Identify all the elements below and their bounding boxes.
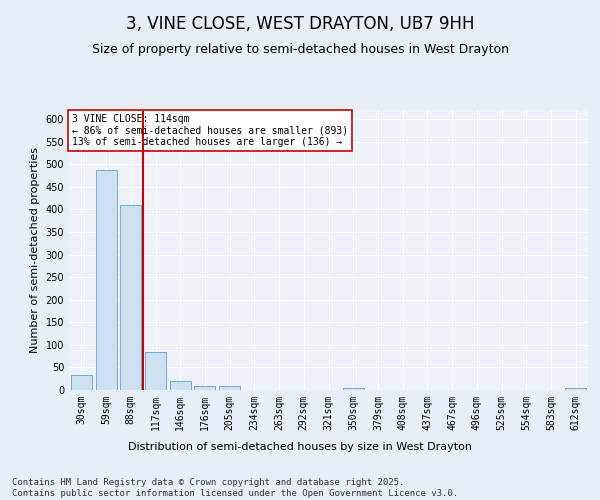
Y-axis label: Number of semi-detached properties: Number of semi-detached properties: [30, 147, 40, 353]
Bar: [565, 388, 586, 390]
Text: Distribution of semi-detached houses by size in West Drayton: Distribution of semi-detached houses by …: [128, 442, 472, 452]
Bar: [343, 388, 364, 390]
Bar: [120, 205, 141, 390]
Text: Contains HM Land Registry data © Crown copyright and database right 2025.
Contai: Contains HM Land Registry data © Crown c…: [12, 478, 458, 498]
Bar: [95, 170, 116, 390]
Bar: [219, 386, 240, 390]
Text: 3, VINE CLOSE, WEST DRAYTON, UB7 9HH: 3, VINE CLOSE, WEST DRAYTON, UB7 9HH: [126, 15, 474, 33]
Text: Size of property relative to semi-detached houses in West Drayton: Size of property relative to semi-detach…: [91, 42, 509, 56]
Bar: [194, 386, 215, 390]
Text: 3 VINE CLOSE: 114sqm
← 86% of semi-detached houses are smaller (893)
13% of semi: 3 VINE CLOSE: 114sqm ← 86% of semi-detac…: [71, 114, 348, 148]
Bar: [170, 381, 191, 390]
Bar: [71, 375, 92, 390]
Bar: [145, 352, 166, 390]
